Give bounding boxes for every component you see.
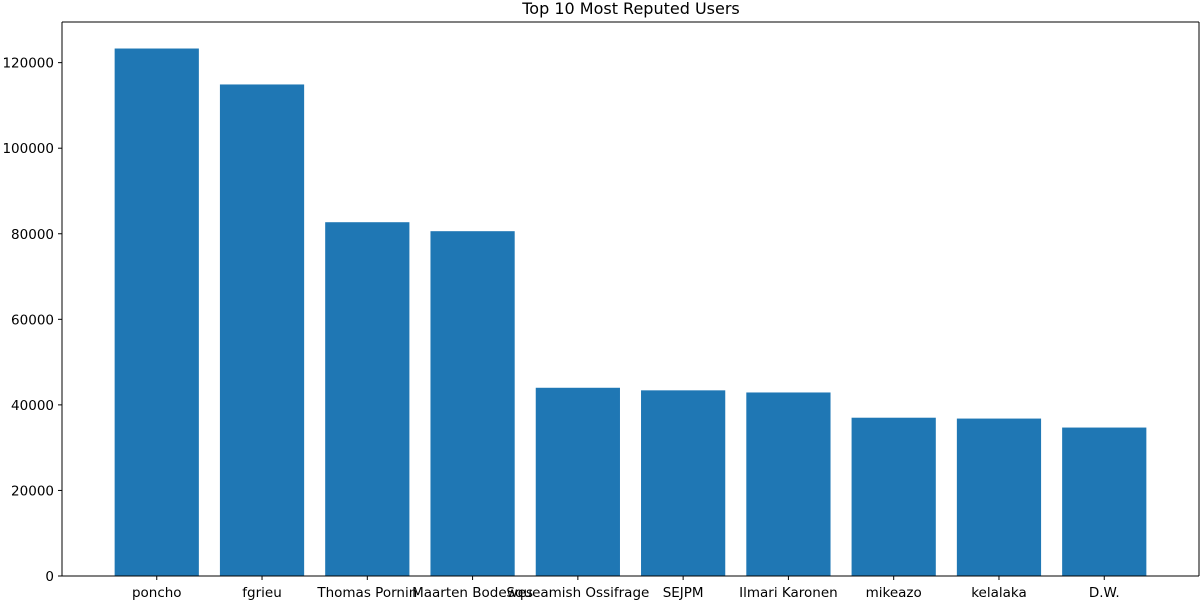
bar-5 (641, 390, 726, 576)
bar-7 (851, 417, 936, 576)
x-tick-label: Ilmari Karonen (739, 585, 838, 600)
x-tick-label: fgrieu (242, 585, 282, 600)
y-tick-label: 100000 (2, 141, 54, 157)
x-tick-label: Squeamish Ossifrage (506, 585, 649, 600)
x-tick-label: D.W. (1089, 585, 1120, 600)
bar-1 (219, 84, 305, 577)
y-axis-ticks: 0 20000 40000 60000 80000 100000 120000 (2, 56, 62, 585)
x-tick-label: Maarten Bodewes (412, 585, 533, 600)
y-tick-label: 20000 (11, 483, 54, 499)
bar-4 (535, 387, 620, 576)
x-tick-label: Thomas Pornin (316, 585, 417, 600)
bar-3 (430, 231, 515, 576)
x-tick-label: SEJPM (663, 585, 704, 600)
bar-2 (325, 222, 410, 576)
y-tick-label: 120000 (2, 56, 54, 72)
bar-8 (956, 418, 1042, 576)
plot-frame (61, 21, 1200, 577)
bars-group (114, 48, 1147, 577)
bar-9 (1062, 427, 1147, 576)
bar-0 (114, 48, 199, 576)
chart-title: Top 10 Most Reputed Users (521, 0, 740, 18)
x-tick-label: mikeazo (866, 585, 922, 600)
y-tick-label: 40000 (11, 398, 54, 414)
y-tick-label: 60000 (11, 312, 54, 328)
y-tick-label: 0 (45, 569, 54, 585)
bar-6 (746, 392, 831, 576)
x-tick-label: kelalaka (971, 585, 1027, 600)
x-tick-label: poncho (132, 585, 182, 600)
y-tick-label: 80000 (11, 227, 54, 243)
